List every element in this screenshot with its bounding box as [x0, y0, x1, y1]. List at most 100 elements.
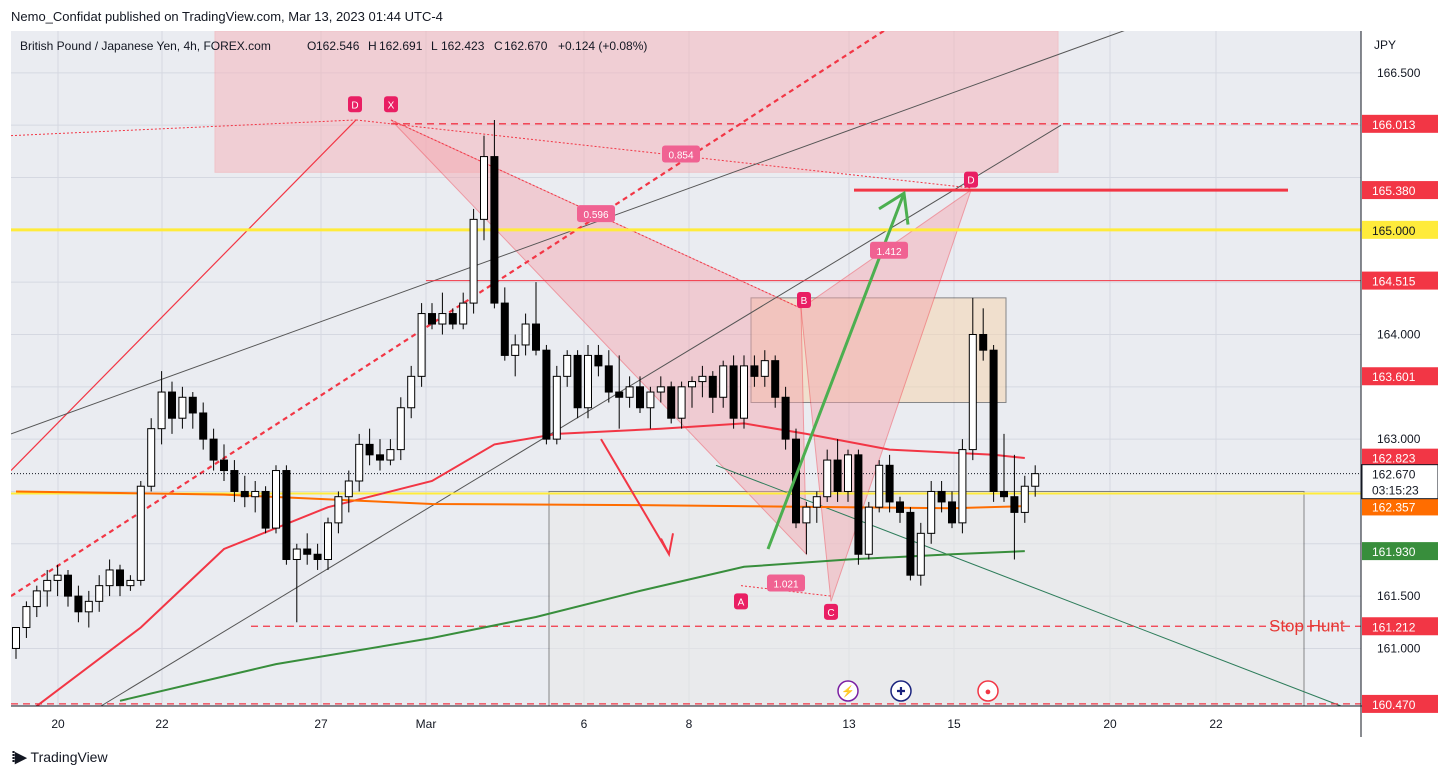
horizontal-levels	[11, 123, 1361, 705]
candle	[438, 292, 447, 335]
candle-body	[116, 569, 124, 587]
candle-body	[32, 590, 41, 608]
x-tick-label: 22	[1209, 717, 1223, 731]
candle-body	[844, 454, 852, 492]
candle-body	[1020, 485, 1029, 513]
candle	[84, 590, 93, 628]
candle	[854, 449, 863, 565]
candle	[230, 460, 239, 502]
candle-body	[812, 496, 821, 508]
candle-body	[417, 313, 426, 377]
candle-body	[344, 480, 353, 498]
uk-flag-icon: ✚	[890, 680, 912, 702]
candle-body	[199, 412, 208, 440]
candle-body	[760, 360, 769, 377]
candle	[740, 355, 748, 429]
price-tag-160470-bg	[1362, 694, 1438, 713]
chart-area[interactable]: D X B A C D 0.854 0.596 1.412 1.021 Stop Hunt ⚡ ✚ ● Br…	[11, 31, 1438, 737]
candle	[417, 303, 426, 387]
price-tag-162357-text: 162.357	[1372, 500, 1416, 514]
y-tick-label: 161.000	[1377, 641, 1421, 655]
candle-body	[521, 323, 530, 346]
candle-body	[667, 386, 676, 419]
candle	[157, 371, 166, 445]
candle-body	[552, 375, 561, 440]
candle-body	[313, 553, 322, 560]
candle-body	[937, 490, 946, 503]
candle-body	[240, 490, 249, 498]
candle-body	[469, 218, 478, 304]
candle	[511, 334, 520, 377]
price-tag-162823: 162.823	[1362, 448, 1438, 467]
publisher-line: Nemo_Confidat published on TradingView.c…	[11, 9, 443, 24]
candle	[199, 402, 208, 450]
x-tick-label: 20	[51, 717, 65, 731]
candle	[896, 496, 904, 523]
candle	[1010, 454, 1019, 560]
point-a: A	[734, 593, 748, 610]
x-tick-label: 27	[314, 717, 328, 731]
price-tag-161212: 161.212	[1362, 617, 1438, 636]
candle	[365, 428, 374, 466]
fib-0854-bg	[662, 145, 700, 163]
candle	[220, 444, 228, 481]
legend-item: H	[368, 39, 377, 53]
price-tag-161212-text: 161.212	[1372, 620, 1416, 634]
candle-body	[74, 595, 83, 613]
candle	[313, 543, 322, 570]
fib-1412-text: 1.412	[876, 247, 901, 258]
candle-body	[251, 490, 260, 498]
price-tag-164515-bg	[1362, 271, 1438, 290]
candle-body	[708, 375, 717, 398]
candle	[864, 501, 873, 560]
point-a-text: A	[738, 597, 745, 608]
candle	[636, 376, 644, 413]
candle	[396, 397, 405, 461]
candle-body	[636, 386, 644, 409]
tradingview-logo[interactable]: ⁞▶ TradingView	[11, 748, 108, 766]
candle	[656, 376, 665, 403]
candle	[906, 507, 915, 581]
uk-flag-icon-glyph: ✚	[896, 686, 905, 698]
point-d-left-bg	[348, 96, 362, 113]
price-tag-162357-bg	[1362, 497, 1438, 516]
candle	[584, 344, 592, 419]
candle	[168, 381, 176, 434]
x-tick-label: 22	[155, 717, 169, 731]
price-tag-161930-bg	[1362, 542, 1438, 561]
candle-body	[396, 407, 405, 451]
candle-body	[885, 464, 894, 503]
candle-body	[324, 522, 332, 560]
price-tag-161212-bg	[1362, 617, 1438, 636]
candle	[729, 355, 738, 429]
candle-body	[916, 532, 925, 576]
candle	[615, 355, 624, 429]
candle-body	[230, 470, 239, 492]
candle	[844, 449, 852, 502]
candle	[823, 449, 832, 502]
candle	[708, 371, 717, 413]
candle-body	[802, 506, 811, 524]
stop-hunt-label: Stop Hunt	[1269, 616, 1345, 635]
legend-item: +0.124 (+0.08%)	[558, 39, 647, 53]
lightning-icon: ⚡	[837, 680, 859, 702]
price-tag-164515-text: 164.515	[1372, 275, 1416, 289]
candle-body	[646, 391, 655, 409]
candle-body	[615, 391, 624, 398]
range-box	[548, 490, 1305, 707]
candle-body	[927, 490, 936, 534]
candle	[979, 308, 988, 361]
fib-0596-bg	[577, 205, 615, 223]
candle	[573, 350, 582, 419]
up-arrow-head	[878, 190, 910, 225]
candle-body	[480, 156, 488, 220]
price-tag-164515: 164.515	[1362, 271, 1438, 290]
candle-body	[376, 454, 384, 461]
candle	[95, 575, 104, 612]
candle	[448, 308, 457, 330]
x-tick-label: 8	[686, 717, 693, 731]
price-chart[interactable]: D X B A C D 0.854 0.596 1.412 1.021 Stop Hunt ⚡ ✚ ● Br…	[11, 31, 1438, 737]
legend-item: O	[307, 39, 316, 53]
legend-item: 162.546	[316, 39, 360, 53]
candle-body	[386, 449, 395, 461]
